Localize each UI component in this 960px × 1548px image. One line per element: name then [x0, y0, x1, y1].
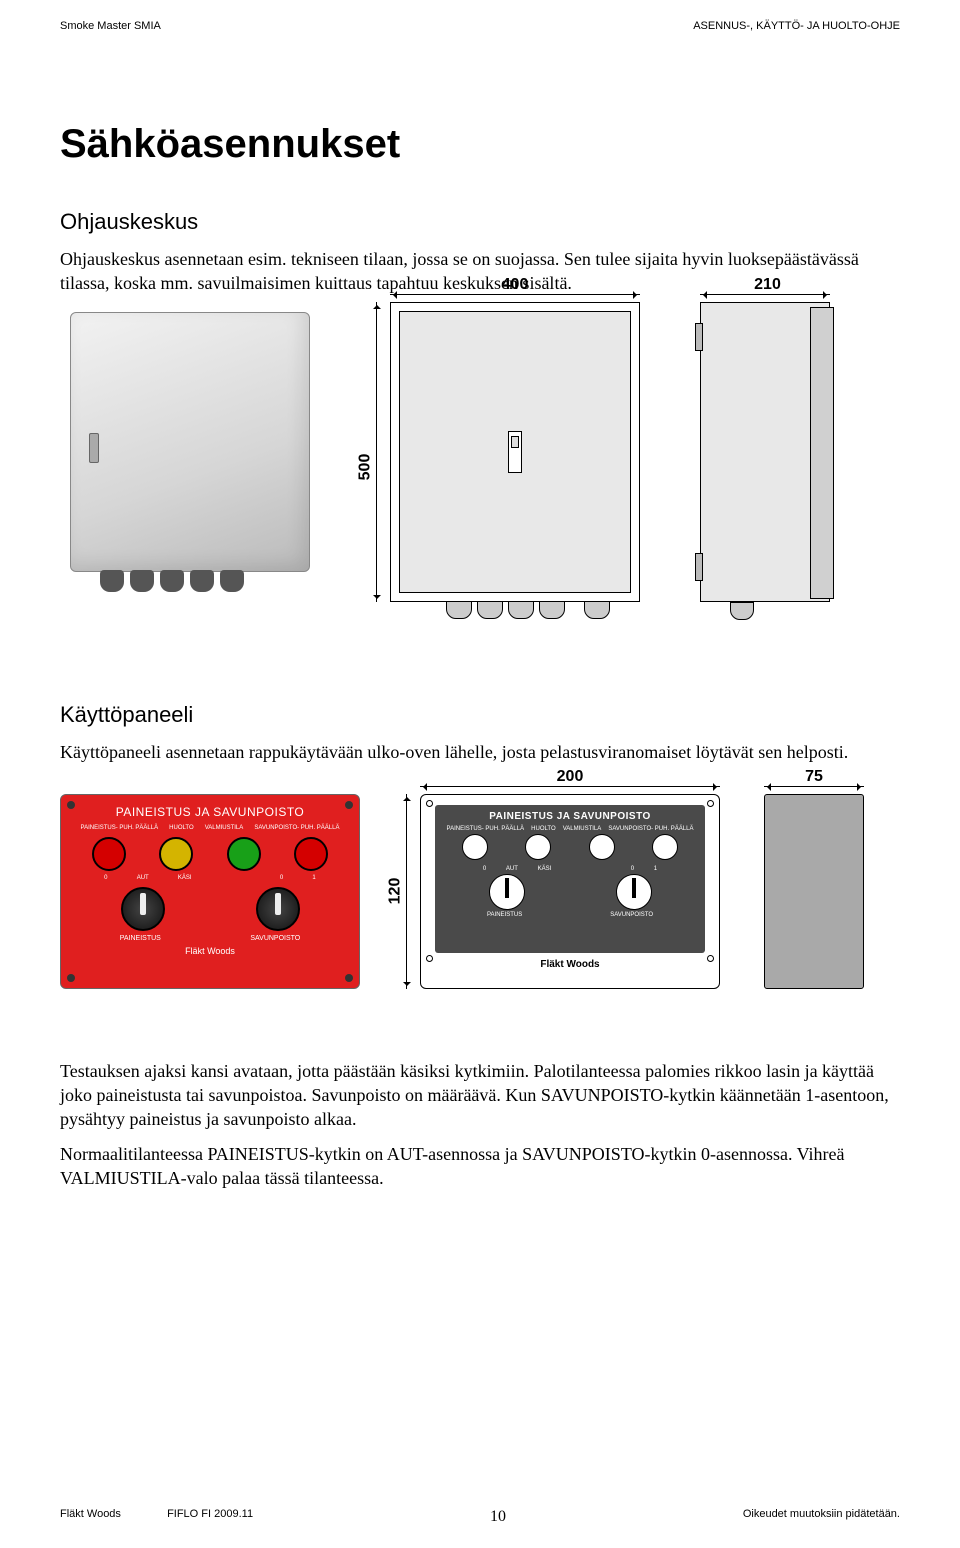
led-label: PAINEISTUS- PUH. PÄÄLLÄ [81, 825, 159, 831]
led-icon [652, 834, 678, 860]
scale-label: 0 [280, 875, 283, 881]
scale-label: KÄSI [538, 866, 552, 872]
led-icon [525, 834, 551, 860]
footer-left1: Fläkt Woods [60, 1508, 121, 1520]
led-label: VALMIUSTILA [205, 825, 244, 831]
led-icon [589, 834, 615, 860]
footer-left2: FIFLO FI 2009.11 [167, 1508, 253, 1520]
led-icon [462, 834, 488, 860]
enclosure-front-drawing: 400 500 [390, 302, 640, 632]
scale-label: 0 [483, 866, 486, 872]
page-header: Smoke Master SMIA ASENNUS-, KÄYTTÖ- JA H… [60, 20, 900, 32]
led-label: SAVUNPOISTO- PUH. PÄÄLLÄ [608, 826, 693, 832]
led-paineistus [92, 837, 126, 871]
dim-depth: 210 [754, 276, 781, 294]
led-label: SAVUNPOISTO- PUH. PÄÄLLÄ [254, 825, 339, 831]
knob-label: SAVUNPOISTO [610, 912, 653, 918]
scale-label: 1 [654, 866, 657, 872]
knob-icon [489, 874, 525, 910]
panel-drawing: 200 120 PAINEISTUS JA SAVUNPOISTO PAINEI… [420, 794, 720, 989]
scale-label: 0 [104, 875, 107, 881]
scale-label: 0 [631, 866, 634, 872]
enclosure-side-drawing: 210 [670, 302, 835, 632]
knob-icon [616, 874, 652, 910]
body-para2: Normaalitilanteessa PAINEISTUS-kytkin on… [60, 1142, 900, 1191]
scale-label: KÄSI [178, 875, 192, 881]
section2-body: Käyttöpaneeli asennetaan rappukäytävään … [60, 740, 900, 764]
page-footer: Fläkt Woods FIFLO FI 2009.11 10 Oikeudet… [60, 1508, 900, 1526]
dim-width: 400 [502, 276, 529, 294]
enclosure-figure-row: 400 500 210 [60, 302, 900, 632]
section1-heading: Ohjauskeskus [60, 209, 900, 235]
panel-photo: PAINEISTUS JA SAVUNPOISTO PAINEISTUS- PU… [60, 794, 360, 989]
led-valmiustila [227, 837, 261, 871]
scale-label: 1 [312, 875, 315, 881]
panel-drawing-title: PAINEISTUS JA SAVUNPOISTO [443, 811, 697, 822]
dim-height: 500 [356, 453, 374, 480]
page-title: Sähköasennukset [60, 122, 900, 167]
knob-label: PAINEISTUS [487, 912, 522, 918]
header-left: Smoke Master SMIA [60, 20, 161, 32]
led-label: HUOLTO [531, 826, 555, 832]
enclosure-photo [60, 302, 320, 612]
panel-dim-depth: 75 [805, 768, 823, 786]
scale-label: AUT [137, 875, 149, 881]
panel-dim-height: 120 [386, 878, 404, 905]
footer-pagenum: 10 [490, 1508, 506, 1526]
panel-photo-title: PAINEISTUS JA SAVUNPOISTO [75, 805, 345, 819]
knob-paineistus [121, 887, 165, 931]
led-label: HUOLTO [169, 825, 193, 831]
led-huolto [159, 837, 193, 871]
footer-right: Oikeudet muutoksiin pidätetään. [743, 1508, 900, 1526]
body-para1: Testauksen ajaksi kansi avataan, jotta p… [60, 1059, 900, 1132]
section2-heading: Käyttöpaneeli [60, 702, 900, 728]
panel-figure-row: PAINEISTUS JA SAVUNPOISTO PAINEISTUS- PU… [60, 794, 900, 989]
scale-label: AUT [506, 866, 518, 872]
header-right: ASENNUS-, KÄYTTÖ- JA HUOLTO-OHJE [693, 20, 900, 32]
led-label: VALMIUSTILA [563, 826, 602, 832]
knob-label: PAINEISTUS [120, 935, 161, 942]
led-savunpoisto [294, 837, 328, 871]
knob-savunpoisto [256, 887, 300, 931]
knob-label: SAVUNPOISTO [250, 935, 300, 942]
panel-drawing-footer: Fläkt Woods [435, 959, 705, 970]
panel-dim-width: 200 [557, 768, 584, 786]
led-label: PAINEISTUS- PUH. PÄÄLLÄ [447, 826, 525, 832]
panel-side-drawing: 75 [764, 794, 864, 989]
panel-photo-footer: Fläkt Woods [75, 946, 345, 956]
